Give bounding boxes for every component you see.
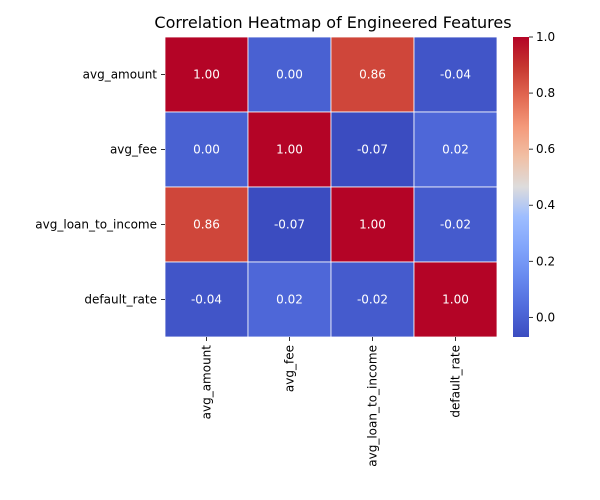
heatmap-cell	[164, 36, 249, 113]
cell-value-label: 1.00	[359, 218, 386, 232]
cell-value-label: 0.02	[442, 143, 469, 157]
colorbar-tick-label: 0.6	[536, 142, 555, 156]
x-tick-label: avg_loan_to_income	[366, 345, 380, 467]
cell-value-label: 1.00	[193, 68, 220, 82]
x-tick-label: avg_fee	[283, 345, 297, 392]
y-tick-label: avg_loan_to_income	[35, 218, 157, 232]
heatmap-cell-labels: 1.00 0.00 0.86 -0.04 0.00 1.00 -0.07 0.02 0.86 -0…	[191, 68, 471, 307]
cell-value-label: 0.86	[193, 218, 220, 232]
cell-value-label: -0.07	[357, 143, 388, 157]
heatmap-cell	[247, 261, 332, 338]
colorbar-tick-label: 0.8	[536, 86, 555, 100]
colorbar-tick-label: 0.2	[536, 254, 555, 268]
colorbar-tick-label: 0.0	[536, 310, 555, 324]
heatmap-cell	[330, 261, 415, 338]
heatmap-cell	[413, 36, 498, 113]
heatmap-cell	[413, 186, 498, 263]
cell-value-label: 0.00	[276, 68, 303, 82]
y-tick-label: avg_fee	[110, 143, 157, 157]
x-axis: avg_amount avg_fee avg_loan_to_income defau…	[200, 337, 463, 467]
heatmap-cell	[330, 36, 415, 113]
heatmap-cell	[247, 36, 332, 113]
cell-value-label: 0.86	[359, 68, 386, 82]
heatmap-cell	[413, 111, 498, 188]
chart-title: Correlation Heatmap of Engineered Featur…	[154, 13, 511, 32]
x-tick-label: default_rate	[449, 345, 463, 418]
cell-value-label: -0.02	[440, 218, 471, 232]
heatmap-cell	[413, 261, 498, 338]
cell-value-label: -0.04	[191, 293, 222, 307]
x-tick-label: avg_amount	[200, 345, 214, 420]
heatmap-cell	[164, 261, 249, 338]
heatmap-cells	[164, 36, 498, 338]
colorbar: 0.0 0.2 0.4 0.6 0.8 1.0	[513, 30, 555, 337]
cell-value-label: 1.00	[276, 143, 303, 157]
cell-value-label: 1.00	[442, 293, 469, 307]
heatmap-cell	[164, 111, 249, 188]
y-axis: avg_amount avg_fee avg_loan_to_incomedefau…	[35, 68, 165, 307]
cell-value-label: -0.07	[274, 218, 305, 232]
cell-value-label: -0.02	[357, 293, 388, 307]
y-tick-label: avg_amount	[83, 68, 158, 82]
heatmap-cell	[247, 186, 332, 263]
cell-value-label: 0.02	[276, 293, 303, 307]
cell-value-label: 0.00	[193, 143, 220, 157]
heatmap-cell	[247, 111, 332, 188]
colorbar-tick-label: 1.0	[536, 30, 555, 44]
colorbar-tick-label: 0.4	[536, 198, 555, 212]
colorbar-gradient	[513, 37, 529, 337]
cell-value-label: -0.04	[440, 68, 471, 82]
y-tick-label: default_rate	[84, 293, 157, 307]
